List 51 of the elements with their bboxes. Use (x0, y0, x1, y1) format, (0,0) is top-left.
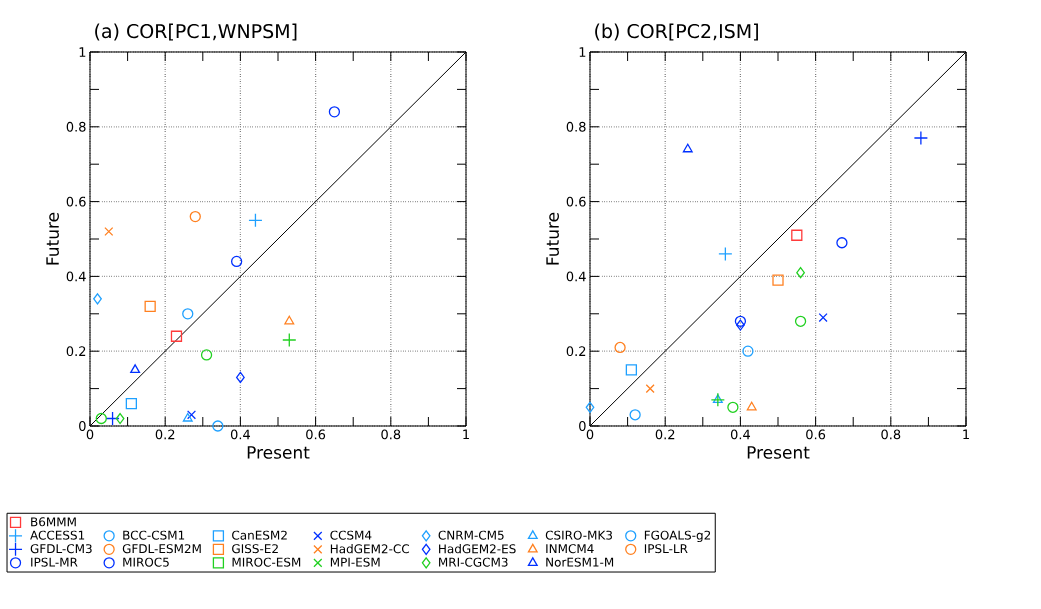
x-tick-label: 0.6 (306, 429, 326, 440)
legend-label: GFDL-CM3 (30, 544, 92, 554)
legend-label: IPSL-MR (31, 557, 78, 567)
legend-label: GFDL-ESM2M (122, 544, 201, 554)
x-axis-title: Present (747, 446, 810, 459)
y-tick-label: 0.8 (566, 121, 586, 132)
y-tick-label: 0.2 (566, 346, 586, 357)
legend-label: FGOALS-g2 (644, 530, 711, 543)
y-tick-label: 0.8 (66, 121, 86, 132)
legend-label: CanESM2 (232, 530, 287, 540)
x-tick-label: 1 (463, 429, 469, 439)
x-tick-label: 0.4 (730, 429, 751, 440)
x-tick-label: 0.8 (881, 429, 901, 440)
x-tick-label: 0 (586, 429, 594, 440)
legend-label: IPSL-LR (644, 544, 688, 554)
legend-label: CNRM-CM5 (438, 530, 504, 540)
y-tick-label: 0.2 (66, 346, 86, 357)
legend-label: CCSM4 (330, 530, 372, 540)
y-tick-label: 0.4 (566, 271, 586, 282)
legend-label: MIROC5 (123, 557, 169, 567)
legend-label: BCC-CSM1 (123, 530, 185, 540)
y-tick-label: 0 (579, 421, 586, 431)
legend-label: MRI-CGCM3 (439, 557, 508, 567)
x-axis-title: Present (247, 446, 310, 459)
legend-label: B6MMM (31, 517, 76, 527)
x-tick-label: 0.8 (381, 429, 401, 440)
legend-label: GISS-E2 (232, 544, 278, 554)
chart-title: (a) COR[PC1,WNPSM] (95, 23, 297, 41)
legend-label: ACCESS1 (30, 530, 85, 540)
legend-label: HadGEM2-CC (330, 544, 410, 554)
legend-label: CSIRO-MK3 (545, 530, 612, 540)
legend-label: HadGEM2-ES (439, 544, 516, 554)
y-axis-title: Future (546, 212, 559, 265)
y-axis-title: Future (46, 212, 59, 265)
x-tick-label: 0.6 (806, 429, 826, 440)
legend-label: NorESM1-M (546, 557, 614, 567)
y-tick-label: 1 (579, 47, 586, 57)
y-tick-label: 0.6 (66, 196, 86, 207)
chart-title: (b) COR[PC2,ISM] (595, 23, 758, 41)
legend-label: MPI-ESM (330, 557, 380, 567)
legend-label: MIROC-ESM (232, 557, 301, 567)
y-tick-label: 1 (79, 47, 86, 57)
legend-label: INMCM4 (546, 544, 594, 554)
x-tick-label: 0.4 (230, 429, 251, 440)
x-tick-label: 0 (86, 429, 94, 440)
x-tick-label: 1 (963, 429, 969, 439)
x-tick-label: 0.2 (155, 429, 175, 440)
y-tick-label: 0 (79, 421, 86, 431)
y-tick-label: 0.6 (566, 196, 586, 207)
x-tick-label: 0.2 (655, 429, 675, 440)
y-tick-label: 0.4 (66, 271, 86, 282)
